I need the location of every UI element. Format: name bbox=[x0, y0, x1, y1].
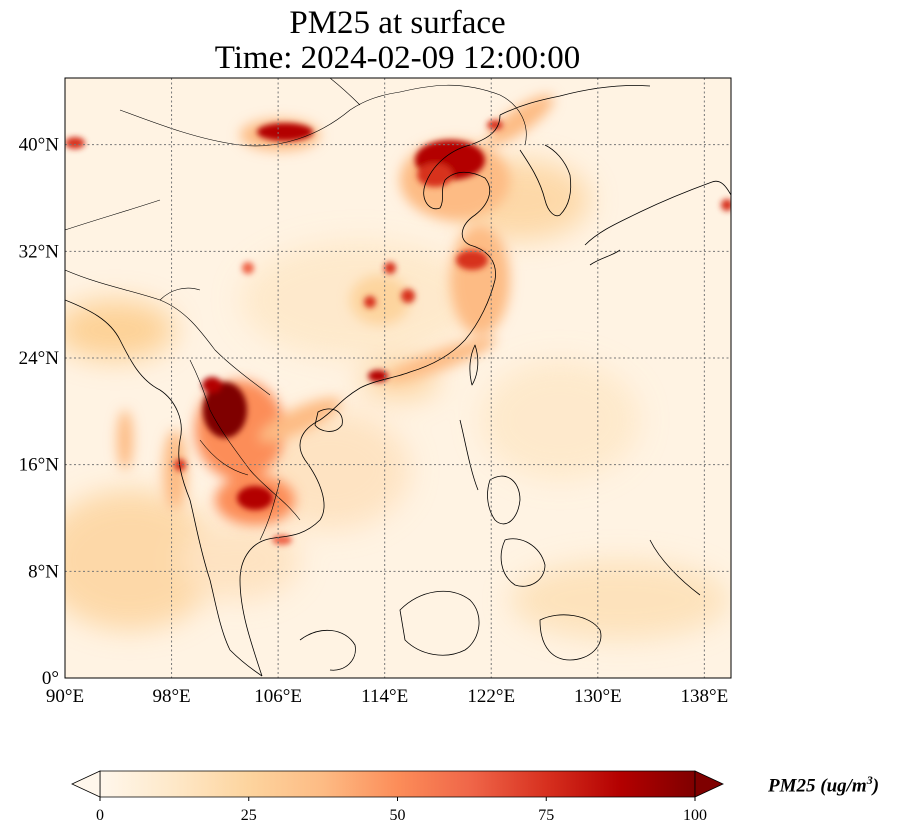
longitude-ticks: 90°E 98°E 106°E 114°E 122°E 130°E 138°E bbox=[46, 686, 728, 707]
colorbar-ticks: 0 25 50 75 100 bbox=[96, 797, 707, 824]
longitude-tick-label: 138°E bbox=[681, 686, 729, 707]
colorbar-extend-high bbox=[694, 770, 724, 798]
latitude-tick-label: 40°N bbox=[19, 135, 60, 156]
map-time-subtitle: Time: 2024-02-09 12:00:00 bbox=[214, 40, 581, 76]
colorbar-extend-low bbox=[71, 770, 101, 798]
colorbar-label: PM25 (ug/m3) bbox=[768, 773, 880, 797]
coastlines bbox=[65, 85, 731, 677]
latitude-tick-label: 8°N bbox=[28, 561, 59, 582]
longitude-tick-label: 106°E bbox=[254, 686, 302, 707]
colorbar-tick-label: 0 bbox=[96, 807, 104, 824]
pm25-field bbox=[65, 78, 731, 678]
map-title: PM25 at surface bbox=[289, 5, 506, 41]
longitude-tick-label: 98°E bbox=[152, 686, 190, 707]
map-frame bbox=[64, 77, 732, 679]
latitude-tick-label: 16°N bbox=[19, 455, 60, 476]
longitude-tick-label: 122°E bbox=[467, 686, 515, 707]
colorbar-gradient bbox=[99, 770, 696, 798]
longitude-tick-label: 114°E bbox=[361, 686, 408, 707]
country-borders bbox=[65, 78, 527, 541]
colorbar-tick-label: 100 bbox=[683, 807, 707, 824]
longitude-tick-label: 130°E bbox=[574, 686, 622, 707]
colorbar-tick-label: 50 bbox=[390, 807, 406, 824]
colorbar-tick-label: 25 bbox=[241, 807, 257, 824]
latitude-tick-label: 24°N bbox=[19, 348, 60, 369]
latitude-tick-label: 0° bbox=[42, 668, 59, 689]
latitude-tick-label: 32°N bbox=[19, 241, 60, 262]
gridlines bbox=[65, 78, 731, 678]
colorbar-tick-label: 75 bbox=[538, 807, 554, 824]
latitude-ticks: 0° 8°N 16°N 24°N 32°N 40°N bbox=[19, 135, 60, 689]
longitude-tick-label: 90°E bbox=[46, 686, 84, 707]
